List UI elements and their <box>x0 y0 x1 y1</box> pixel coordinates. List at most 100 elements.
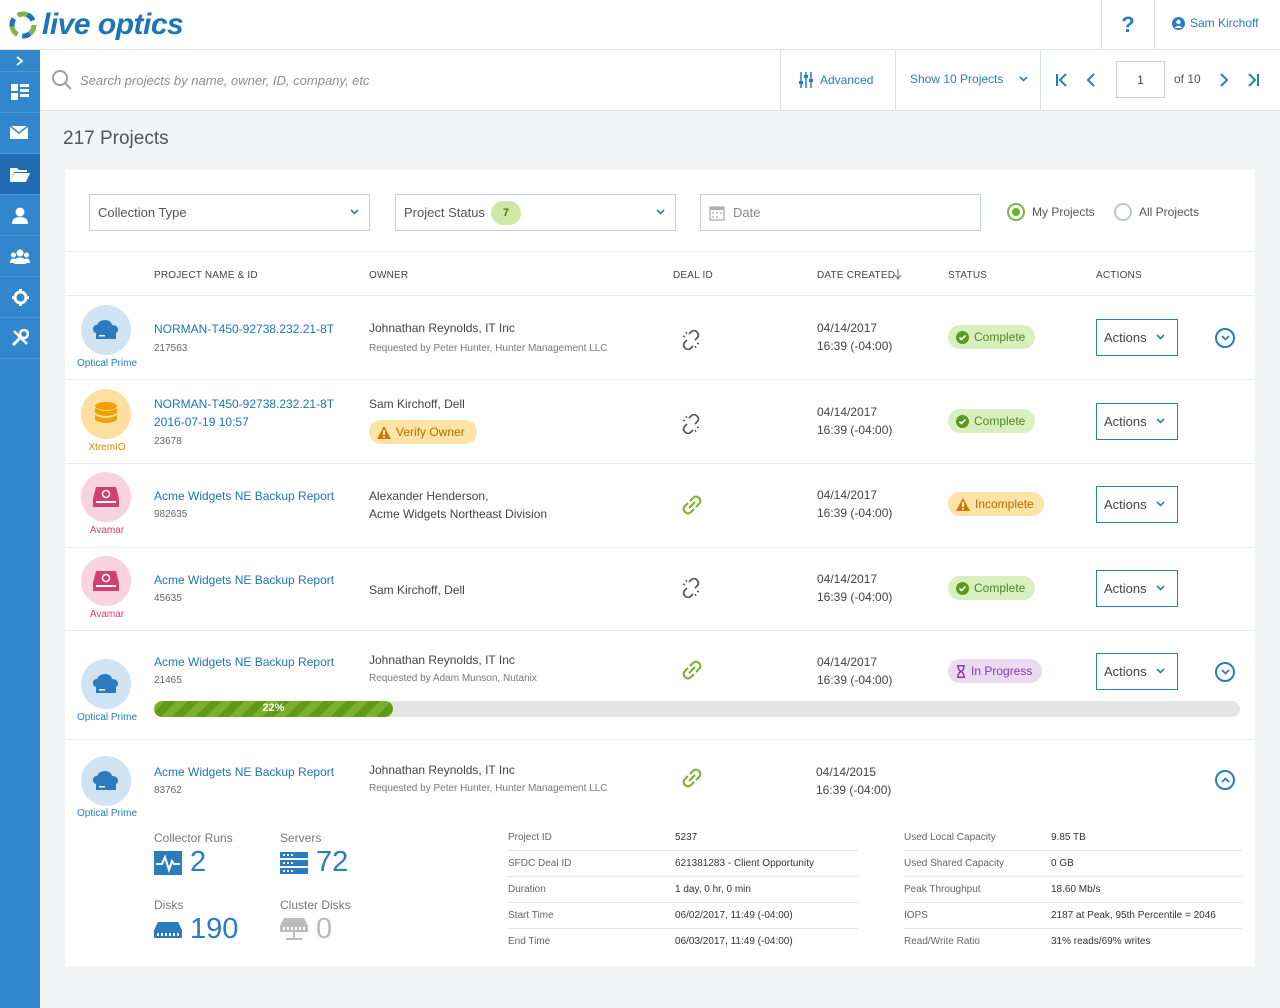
col-project-name[interactable]: PROJECT NAME & ID <box>154 270 258 281</box>
detail-value: 1 day, 0 hr, 0 min <box>675 884 751 895</box>
all-projects-radio[interactable]: All Projects <box>1114 203 1199 221</box>
project-status-select[interactable]: Project Status 7 <box>395 194 676 231</box>
collector-runs-value: 2 <box>190 846 207 878</box>
first-page-icon[interactable] <box>1055 70 1069 90</box>
toolbar: Advanced Show 10 Projects of 10 <box>40 50 1280 111</box>
sidebar-item-messages[interactable] <box>0 113 40 154</box>
chevron-down-icon <box>1156 585 1165 591</box>
collection-type-label: Collection Type <box>98 205 187 220</box>
detail-row: Used Local Capacity 9.85 TB <box>904 825 1242 851</box>
actions-dropdown[interactable]: Actions <box>1096 319 1178 356</box>
verify-owner-badge[interactable]: Verify Owner <box>369 420 477 444</box>
time: 16:39 (-04:00) <box>817 506 893 520</box>
project-name-link[interactable]: Acme Widgets NE Backup Report <box>154 655 335 669</box>
project-name-link[interactable]: Acme Widgets NE Backup Report <box>154 765 335 779</box>
unlinked-chain-icon[interactable] <box>681 414 701 434</box>
project-name-link[interactable]: Acme Widgets NE Backup Report <box>154 573 335 587</box>
prev-page-icon[interactable] <box>1086 70 1096 90</box>
progress-label: 22% <box>262 702 285 714</box>
detail-key: Used Shared Capacity <box>904 858 1005 869</box>
optical-prime-icon <box>81 756 131 806</box>
unlinked-chain-icon[interactable] <box>681 330 701 350</box>
expand-button[interactable] <box>1215 328 1235 348</box>
detail-row: Start Time 06/02/2017, 11:49 (-04:00) <box>508 903 858 929</box>
time: 16:39 (-04:00) <box>817 590 893 604</box>
optical-prime-icon <box>81 305 131 355</box>
chevron-down-icon <box>1019 76 1028 82</box>
my-projects-radio[interactable]: My Projects <box>1007 203 1095 221</box>
linked-chain-icon[interactable] <box>681 660 703 680</box>
date-created: 04/14/2017 16:39 (-04:00) <box>817 319 892 355</box>
project-name-link[interactable]: Acme Widgets NE Backup Report <box>154 489 335 503</box>
expand-button[interactable] <box>1215 662 1235 682</box>
owner-name: Sam Kirchoff, Dell <box>369 397 465 411</box>
table-row[interactable]: Avamar Acme Widgets NE Backup Report 456… <box>65 548 1255 631</box>
sidebar-toggle[interactable] <box>0 50 40 72</box>
show-projects-select[interactable]: Show 10 Projects <box>910 72 1028 86</box>
table-row[interactable]: Optical Prime Acme Widgets NE Backup Rep… <box>65 631 1255 740</box>
sidebar-item-projects[interactable] <box>0 154 40 195</box>
col-date-created[interactable]: DATE CREATED <box>817 270 896 281</box>
sidebar-item-dashboard[interactable] <box>0 72 40 113</box>
chevron-down-icon <box>1156 418 1165 424</box>
col-owner[interactable]: OWNER <box>369 270 409 281</box>
project-name-link[interactable]: NORMAN-T450-92738.232.21-8T 2016-07-19 10… <box>154 395 334 431</box>
date-created: 04/14/2017 16:39 (-04:00) <box>817 486 892 522</box>
next-page-icon[interactable] <box>1219 70 1229 90</box>
date-created: 04/14/2017 16:39 (-04:00) <box>817 403 892 439</box>
collection-type-label: Avamar <box>89 525 125 536</box>
status-badge: In Progress <box>948 659 1043 683</box>
actions-dropdown[interactable]: Actions <box>1096 403 1178 440</box>
unlinked-chain-icon[interactable] <box>681 578 701 598</box>
actions-dropdown[interactable]: Actions <box>1096 570 1178 607</box>
sidebar-item-tools[interactable] <box>0 318 40 359</box>
time: 16:39 (-04:00) <box>817 423 893 437</box>
status-count-badge: 7 <box>490 200 521 225</box>
detail-value: 31% reads/69% writes <box>1051 936 1151 947</box>
collapse-button[interactable] <box>1215 770 1235 790</box>
table-row-expanded[interactable]: Optical Prime Acme Widgets NE Backup Rep… <box>65 740 1255 966</box>
linked-chain-icon[interactable] <box>681 495 703 515</box>
page-count: of 10 <box>1174 72 1201 86</box>
owner-line-2: Acme Widgets Northeast Division <box>369 507 548 521</box>
last-page-icon[interactable] <box>1246 70 1260 90</box>
owner-requested-by: Requested by Adam Munson, Nutanix <box>369 673 537 684</box>
linked-chain-icon[interactable] <box>681 768 703 788</box>
search-icon <box>52 70 72 90</box>
detail-key: Used Local Capacity <box>904 832 996 843</box>
actions-dropdown[interactable]: Actions <box>1096 653 1178 690</box>
col-status[interactable]: STATUS <box>948 270 988 281</box>
col-deal-id[interactable]: DEAL ID <box>673 270 713 281</box>
servers-stat: 72 <box>280 846 348 879</box>
table-row[interactable]: XtremIO NORMAN-T450-92738.232.21-8T 2016-… <box>65 380 1255 464</box>
help-button[interactable]: ? <box>1101 0 1155 50</box>
chevron-down-icon <box>1156 334 1165 340</box>
actions-dropdown[interactable]: Actions <box>1096 486 1178 523</box>
project-name: NORMAN-T450-92738.232.21-8T <box>154 397 335 411</box>
date-created: 04/14/2017 16:39 (-04:00) <box>817 653 892 689</box>
sidebar-item-settings[interactable] <box>0 277 40 318</box>
advanced-button[interactable]: Advanced <box>798 72 873 88</box>
page-number-input[interactable] <box>1116 61 1165 98</box>
project-name-link[interactable]: NORMAN-T450-92738.232.21-8T <box>154 322 335 336</box>
table-row[interactable]: Avamar Acme Widgets NE Backup Report 982… <box>65 464 1255 548</box>
logo-text: live optics <box>42 8 184 41</box>
sort-down-icon[interactable] <box>894 269 902 280</box>
table-row[interactable]: Optical Prime NORMAN-T450-92738.232.21-8… <box>65 296 1255 380</box>
advanced-label: Advanced <box>820 73 874 87</box>
detail-row: Read/Write Ratio 31% reads/69% writes <box>904 929 1242 955</box>
detail-row: IOPS 2187 at Peak, 95th Percentile = 2046 <box>904 903 1242 929</box>
date-field[interactable]: Date <box>700 194 981 231</box>
collection-type-label: Avamar <box>89 609 125 620</box>
user-menu[interactable]: Sam Kirchoff <box>1172 16 1258 30</box>
detail-value: 5237 <box>675 832 698 843</box>
time: 16:39 (-04:00) <box>817 339 893 353</box>
collection-type-select[interactable]: Collection Type <box>89 194 370 231</box>
sidebar-item-team[interactable] <box>0 236 40 277</box>
search-input[interactable] <box>80 68 760 92</box>
status-label: Complete <box>974 330 1026 344</box>
divider <box>780 50 781 111</box>
sidebar-item-user[interactable] <box>0 195 40 236</box>
logo[interactable]: live optics <box>8 6 184 44</box>
xtremio-icon <box>81 389 131 439</box>
